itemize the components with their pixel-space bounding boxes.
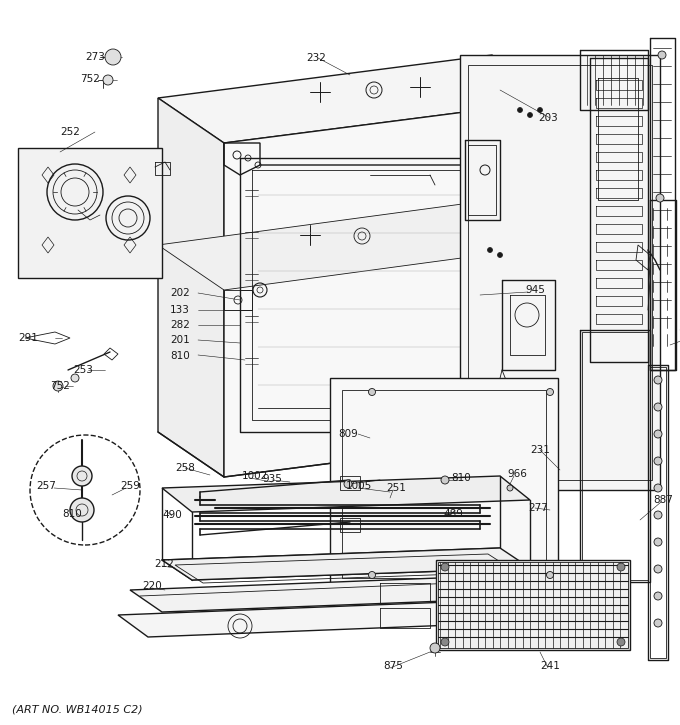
Text: 489: 489 bbox=[443, 509, 463, 519]
Polygon shape bbox=[224, 100, 558, 477]
Circle shape bbox=[105, 49, 121, 65]
Circle shape bbox=[654, 619, 662, 627]
Polygon shape bbox=[162, 548, 530, 580]
Text: 291: 291 bbox=[18, 333, 38, 343]
Polygon shape bbox=[436, 560, 630, 650]
Text: 887: 887 bbox=[653, 495, 673, 505]
Text: 273: 273 bbox=[85, 52, 105, 62]
Polygon shape bbox=[158, 55, 558, 143]
Text: 282: 282 bbox=[170, 320, 190, 330]
Circle shape bbox=[53, 381, 63, 391]
Text: 1005: 1005 bbox=[346, 481, 372, 491]
Text: 810: 810 bbox=[451, 473, 471, 483]
Text: 257: 257 bbox=[36, 481, 56, 491]
Text: 202: 202 bbox=[170, 288, 190, 298]
Text: 212: 212 bbox=[154, 559, 174, 569]
Text: 258: 258 bbox=[175, 463, 195, 473]
Polygon shape bbox=[130, 576, 522, 612]
Circle shape bbox=[344, 480, 352, 488]
Circle shape bbox=[654, 457, 662, 465]
Circle shape bbox=[528, 112, 532, 117]
Circle shape bbox=[547, 571, 554, 579]
Text: 133: 133 bbox=[170, 305, 190, 315]
Circle shape bbox=[507, 485, 513, 491]
Text: 752: 752 bbox=[50, 381, 70, 391]
Circle shape bbox=[547, 389, 554, 396]
Circle shape bbox=[617, 563, 625, 571]
Circle shape bbox=[654, 511, 662, 519]
Circle shape bbox=[441, 476, 449, 484]
Text: 252: 252 bbox=[60, 127, 80, 137]
Text: 490: 490 bbox=[162, 510, 182, 520]
Circle shape bbox=[71, 374, 79, 382]
Text: 201: 201 bbox=[170, 335, 190, 345]
Circle shape bbox=[517, 107, 522, 112]
Circle shape bbox=[72, 466, 92, 486]
Circle shape bbox=[658, 51, 666, 59]
Circle shape bbox=[654, 376, 662, 384]
Text: 752: 752 bbox=[80, 74, 100, 84]
Text: 232: 232 bbox=[306, 53, 326, 63]
Text: 251: 251 bbox=[386, 483, 406, 493]
Circle shape bbox=[498, 252, 503, 257]
Circle shape bbox=[656, 194, 664, 202]
Text: 259: 259 bbox=[120, 481, 140, 491]
Text: 220: 220 bbox=[142, 581, 162, 591]
Circle shape bbox=[441, 563, 449, 571]
Circle shape bbox=[537, 107, 543, 112]
Polygon shape bbox=[162, 476, 530, 512]
Text: 203: 203 bbox=[538, 113, 558, 123]
Circle shape bbox=[70, 498, 94, 522]
Text: 935: 935 bbox=[262, 474, 282, 484]
Polygon shape bbox=[158, 200, 558, 290]
Circle shape bbox=[369, 571, 375, 579]
Circle shape bbox=[654, 565, 662, 573]
Text: 253: 253 bbox=[73, 365, 93, 375]
Text: 966: 966 bbox=[507, 469, 527, 479]
Polygon shape bbox=[118, 600, 530, 637]
Text: 810: 810 bbox=[170, 351, 190, 361]
Circle shape bbox=[441, 638, 449, 646]
Polygon shape bbox=[330, 378, 558, 590]
Circle shape bbox=[654, 484, 662, 492]
Text: (ART NO. WB14015 C2): (ART NO. WB14015 C2) bbox=[12, 705, 143, 715]
Circle shape bbox=[103, 75, 113, 85]
Circle shape bbox=[654, 403, 662, 411]
Text: 945: 945 bbox=[525, 285, 545, 295]
Text: 1002: 1002 bbox=[242, 471, 268, 481]
Circle shape bbox=[430, 643, 440, 653]
Text: 810: 810 bbox=[62, 509, 82, 519]
Text: 241: 241 bbox=[540, 661, 560, 671]
Circle shape bbox=[369, 389, 375, 396]
Circle shape bbox=[654, 538, 662, 546]
Circle shape bbox=[654, 592, 662, 600]
Circle shape bbox=[488, 247, 492, 252]
Polygon shape bbox=[18, 148, 162, 278]
Circle shape bbox=[654, 430, 662, 438]
Text: 231: 231 bbox=[530, 445, 550, 455]
Polygon shape bbox=[460, 55, 660, 490]
Text: 875: 875 bbox=[383, 661, 403, 671]
Text: 277: 277 bbox=[528, 503, 548, 513]
Text: 809: 809 bbox=[338, 429, 358, 439]
Circle shape bbox=[617, 638, 625, 646]
Polygon shape bbox=[158, 98, 224, 477]
